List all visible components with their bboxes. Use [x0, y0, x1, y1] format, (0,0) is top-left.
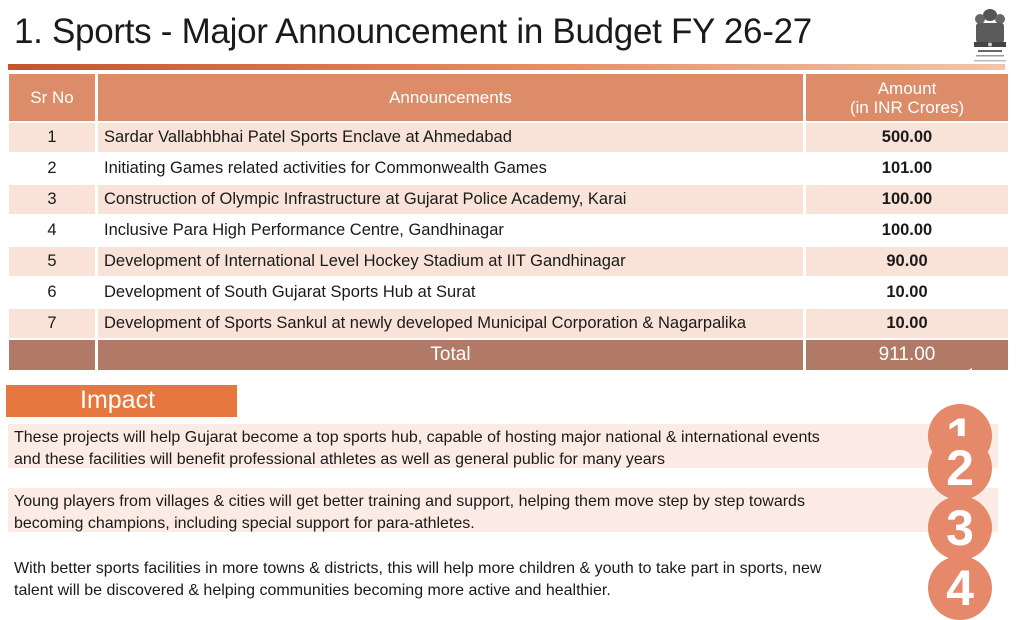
table-row: 1 Sardar Vallabhbhai Patel Sports Enclav… — [9, 123, 1008, 152]
table-row: 6 Development of South Gujarat Sports Hu… — [9, 278, 1008, 307]
total-spacer — [9, 340, 95, 370]
table-total-row: Total 911.00 — [9, 340, 1008, 370]
row-sr-no: 1 — [9, 123, 95, 152]
impact-number-badge: 2 — [928, 436, 992, 500]
decorative-arrow-icon — [952, 368, 972, 380]
row-sr-no: 7 — [9, 309, 95, 338]
page-title: 1. Sports - Major Announcement in Budget… — [14, 12, 812, 51]
row-announcement: Initiating Games related activities for … — [98, 154, 803, 183]
table-row: 2 Initiating Games related activities fo… — [9, 154, 1008, 183]
total-amount: 911.00 — [806, 340, 1008, 370]
row-sr-no: 5 — [9, 247, 95, 276]
header-announcements: Announcements — [98, 74, 803, 121]
header-sr-no: Sr No — [9, 74, 95, 121]
total-label: Total — [98, 340, 803, 370]
row-sr-no: 3 — [9, 185, 95, 214]
row-amount: 10.00 — [806, 309, 1008, 338]
table-row: 4 Inclusive Para High Performance Centre… — [9, 216, 1008, 245]
impact-point: Young players from villages & cities wil… — [8, 488, 998, 532]
row-sr-no: 6 — [9, 278, 95, 307]
title-underline — [8, 64, 1005, 70]
row-amount: 10.00 — [806, 278, 1008, 307]
row-sr-no: 2 — [9, 154, 95, 183]
impact-point: These projects will help Gujarat become … — [8, 424, 998, 468]
impact-line: talent will be discovered & helping comm… — [14, 582, 611, 599]
row-amount: 100.00 — [806, 216, 1008, 245]
row-announcement: Sardar Vallabhbhai Patel Sports Enclave … — [98, 123, 803, 152]
national-emblem-icon — [974, 9, 1006, 62]
row-announcement: Inclusive Para High Performance Centre, … — [98, 216, 803, 245]
impact-heading: Impact — [6, 385, 237, 417]
row-sr-no: 4 — [9, 216, 95, 245]
table-header-row: Sr No Announcements Amount (in INR Crore… — [9, 74, 1008, 121]
announcements-table: Sr No Announcements Amount (in INR Crore… — [6, 72, 1011, 372]
impact-line: With better sports facilities in more to… — [14, 560, 822, 577]
impact-line: becoming champions, including special su… — [14, 515, 475, 532]
row-amount: 500.00 — [806, 123, 1008, 152]
impact-line: and these facilities will benefit profes… — [14, 451, 666, 468]
impact-point: With better sports facilities in more to… — [8, 555, 998, 599]
impact-number-badge: 3 — [928, 496, 992, 560]
row-amount: 101.00 — [806, 154, 1008, 183]
table-row: 7 Development of Sports Sankul at newly … — [9, 309, 1008, 338]
row-announcement: Development of Sports Sankul at newly de… — [98, 309, 803, 338]
table-row: 3 Construction of Olympic Infrastructure… — [9, 185, 1008, 214]
row-announcement: Development of South Gujarat Sports Hub … — [98, 278, 803, 307]
header-amount: Amount (in INR Crores) — [806, 74, 1008, 121]
row-amount: 100.00 — [806, 185, 1008, 214]
impact-line: These projects will help Gujarat become … — [14, 429, 820, 446]
impact-line: Young players from villages & cities wil… — [14, 493, 805, 510]
row-amount: 90.00 — [806, 247, 1008, 276]
row-announcement: Development of International Level Hocke… — [98, 247, 803, 276]
row-announcement: Construction of Olympic Infrastructure a… — [98, 185, 803, 214]
table-row: 5 Development of International Level Hoc… — [9, 247, 1008, 276]
impact-number-badge: 4 — [928, 556, 992, 620]
